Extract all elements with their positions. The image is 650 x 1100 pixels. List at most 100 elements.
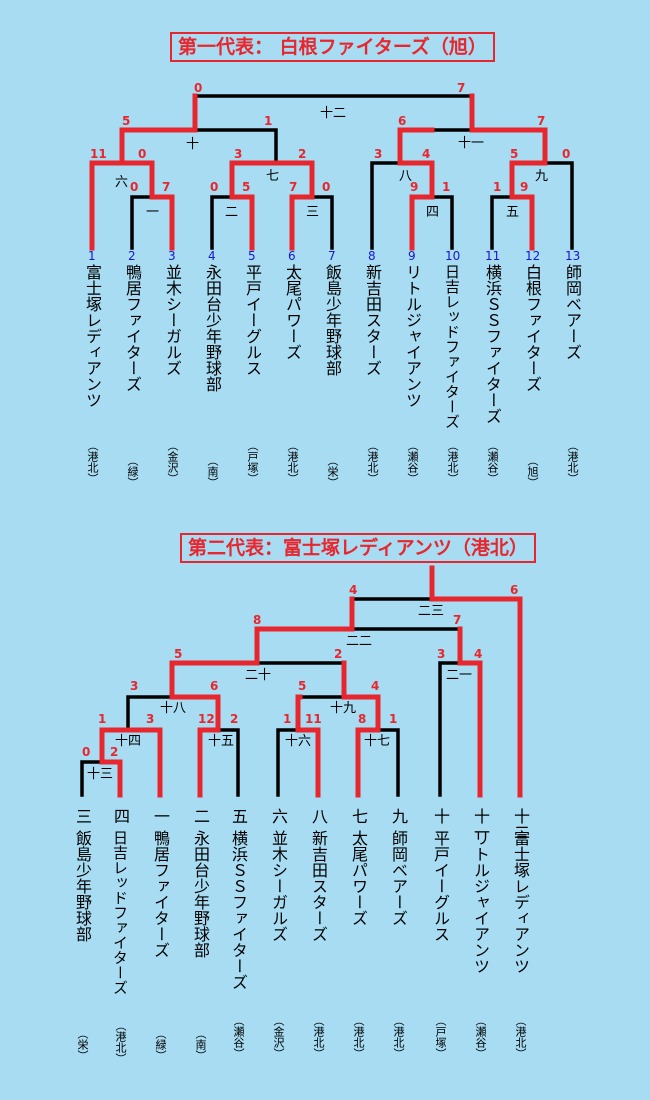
team-name: 飯島少年野球部 <box>323 264 342 376</box>
round-11-label: 十一 <box>458 136 484 151</box>
team-name: 横浜ＳＳファイターズ <box>483 264 502 424</box>
score: 4 <box>422 147 430 161</box>
team-club: （港北） <box>514 1015 527 1059</box>
team-name: 鴨居ファイターズ <box>123 264 142 392</box>
team-seed: 七 <box>349 808 368 824</box>
team-club: （緑） <box>126 455 139 488</box>
score: 1 <box>98 712 106 726</box>
bracket2-scores: 0 2 1 3 12 2 1 11 8 1 3 6 5 4 5 2 3 4 8 … <box>82 583 518 759</box>
round-10-label: 十 <box>186 137 199 152</box>
round-8-label: 八 <box>399 169 412 184</box>
score: 1 <box>493 180 501 194</box>
team-name: 富士塚レディアンツ <box>83 264 102 408</box>
team-name: 日吉レッドファイターズ <box>111 830 129 995</box>
team-club: （緑） <box>154 1028 167 1061</box>
score: 3 <box>130 679 138 693</box>
team-name: 新吉田スターズ <box>309 830 328 942</box>
team-seed: 四 <box>111 808 130 824</box>
round-9-label: 九 <box>535 169 548 184</box>
team-name: 日吉レッドファイターズ <box>443 264 461 429</box>
round-21-label: 二一 <box>446 668 472 683</box>
score: 1 <box>442 180 450 194</box>
team-club: （瀬谷） <box>232 1015 245 1059</box>
team-club: （港北） <box>446 440 459 484</box>
round-22-label: 二二 <box>346 634 372 649</box>
score: 1 <box>389 712 397 726</box>
bracket1-team-numbers: 1 2 3 4 5 6 7 8 9 10 11 12 13 <box>88 249 580 263</box>
score: 1 <box>283 712 291 726</box>
bracket2-title: 第二代表：富士塚レディアンツ（港北） <box>180 533 536 563</box>
score: 5 <box>242 180 250 194</box>
round-7-label: 七 <box>266 169 279 184</box>
team-club: （旭） <box>526 455 539 488</box>
team-club: （瀬谷） <box>406 440 419 484</box>
bracket1-lines <box>130 94 574 250</box>
team-seed: 六 <box>269 808 288 824</box>
score: 0 <box>82 745 90 759</box>
score: 5 <box>510 147 518 161</box>
team-club: （港北） <box>366 440 379 484</box>
score: 0 <box>138 147 146 161</box>
team-club: （港北） <box>312 1015 325 1059</box>
team-club: （瀬谷） <box>474 1015 487 1059</box>
score: 7 <box>457 81 465 95</box>
score: 7 <box>453 613 461 627</box>
round-18-label: 十八 <box>160 701 186 716</box>
team-seed: 五 <box>229 808 248 824</box>
score: 3 <box>146 712 154 726</box>
team-name: 飯島少年野球部 <box>73 830 92 942</box>
team-name: 横浜ＳＳファイターズ <box>229 830 248 990</box>
team-seed: 一 <box>151 808 170 824</box>
team-club: （港北） <box>352 1015 365 1059</box>
team-number: 3 <box>168 249 176 263</box>
score: 8 <box>253 613 261 627</box>
score: 3 <box>437 647 445 661</box>
round-6-label: 六 <box>115 175 128 190</box>
round-13-label: 十三 <box>87 767 113 782</box>
score: 0 <box>562 147 570 161</box>
score: 5 <box>174 647 182 661</box>
round-15-label: 十五 <box>208 734 234 749</box>
bracket2-winner-paths <box>99 565 523 798</box>
bracket1-round-labels: 一 二 三 四 五 六 七 八 九 十 十一 十二 <box>115 106 548 220</box>
team-club: （港北） <box>286 440 299 484</box>
round-5-label: 五 <box>506 205 519 220</box>
score: 2 <box>110 745 118 759</box>
team-club: （南） <box>194 1028 207 1061</box>
score: 8 <box>358 712 366 726</box>
team-number: 13 <box>565 249 580 263</box>
team-name: 富士塚レディアンツ <box>511 830 530 974</box>
score: 4 <box>349 583 357 597</box>
round-4-label: 四 <box>426 205 439 220</box>
team-name: 並木シーガルズ <box>163 264 182 376</box>
score: 9 <box>520 180 528 194</box>
score: 0 <box>130 180 138 194</box>
score: 2 <box>230 712 238 726</box>
score: 3 <box>374 147 382 161</box>
round-14-label: 十四 <box>115 734 141 749</box>
team-club: （瀬谷） <box>486 440 499 484</box>
round-20-label: 二十 <box>245 668 271 683</box>
team-name: リトルジャイアンツ <box>471 830 490 974</box>
score: 7 <box>537 114 545 128</box>
score: 11 <box>90 147 107 161</box>
team-name: 平戸イーグルス <box>431 830 450 942</box>
team-seed: 十二 <box>511 808 530 840</box>
bracket1-title: 第一代表： 白根ファイターズ（旭） <box>170 32 495 62</box>
team-club: （戸塚） <box>246 440 259 484</box>
team-club: （港北） <box>86 440 99 484</box>
score: 1 <box>264 114 272 128</box>
team-name: 師岡ベアーズ <box>563 264 582 360</box>
team-club: （金沢） <box>272 1015 285 1059</box>
round-16-label: 十六 <box>285 734 311 749</box>
round-2-label: 二 <box>225 205 238 220</box>
team-seed: 九 <box>389 808 408 824</box>
team-name: 永田台少年野球部 <box>203 264 222 392</box>
score: 5 <box>122 114 130 128</box>
team-number: 5 <box>248 249 256 263</box>
score: 0 <box>210 180 218 194</box>
score: 3 <box>234 147 242 161</box>
round-19-label: 十九 <box>330 701 356 716</box>
score: 6 <box>510 583 518 597</box>
